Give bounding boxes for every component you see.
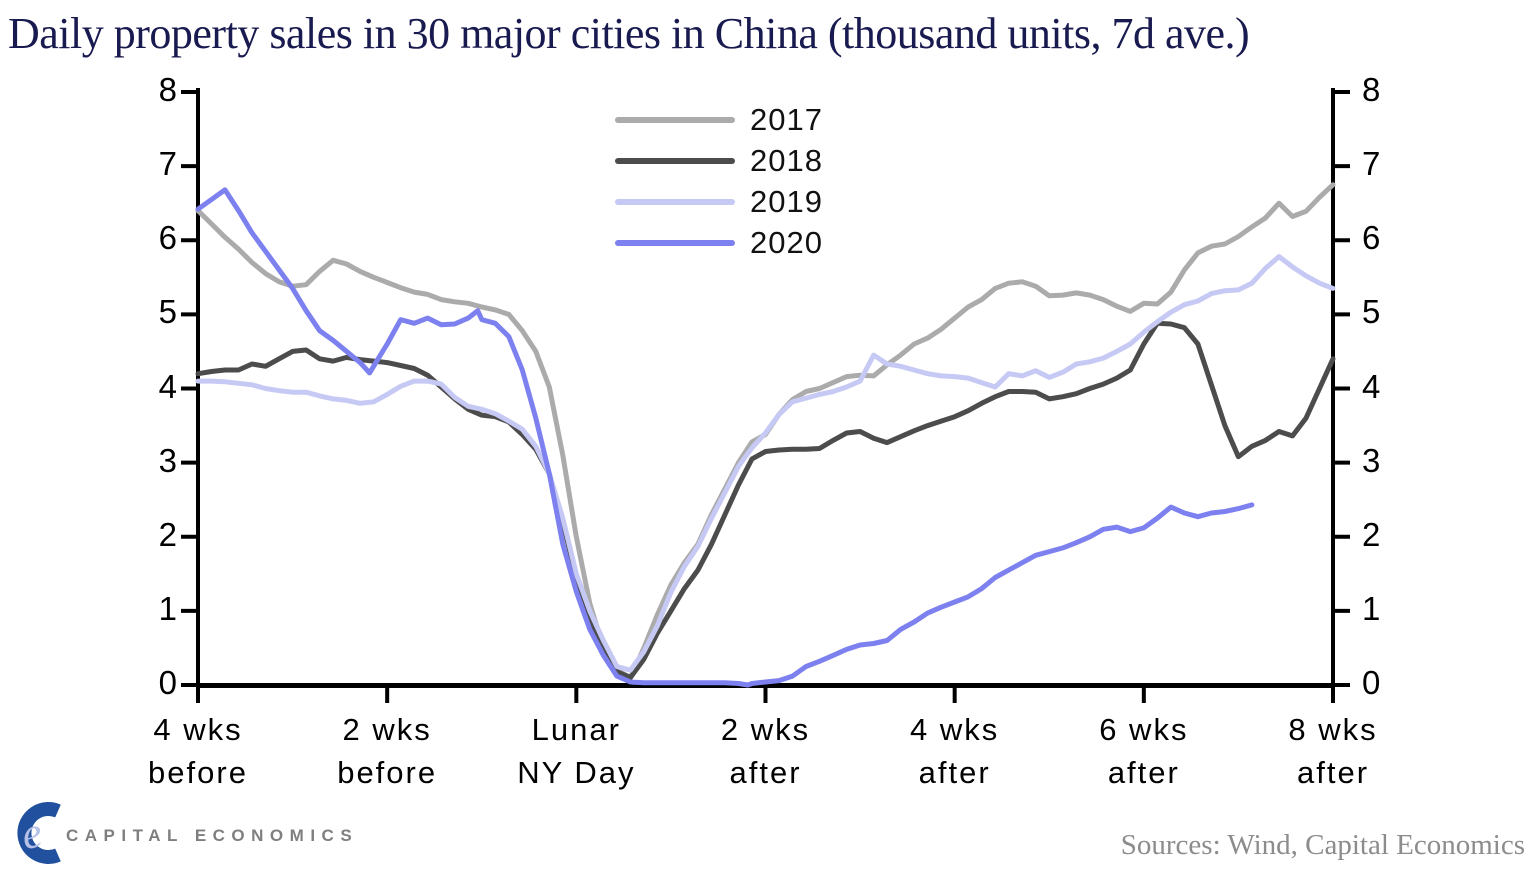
series-line-2018 [195, 320, 1336, 681]
x-tick-label: 2 wks before [297, 708, 477, 794]
legend-label-2017: 2017 [750, 101, 823, 137]
x-tick-label-line: Lunar [531, 712, 621, 747]
x-tick-label-line: 6 wks [1099, 712, 1189, 747]
y-tick-left [181, 238, 196, 243]
x-tick-label-line: 4 wks [910, 712, 1000, 747]
y-tick-left [181, 683, 196, 687]
y-tick-right [1335, 238, 1350, 243]
x-tick-label-line: before [148, 755, 248, 790]
y-tick-label-right: 4 [1362, 367, 1381, 405]
x-tick [1141, 688, 1146, 703]
x-tick-label-line: 4 wks [153, 712, 243, 747]
x-tick [385, 688, 390, 703]
y-tick-left [181, 608, 196, 613]
y-tick-label-right: 1 [1362, 589, 1381, 627]
x-tick-label: 4 wks after [865, 708, 1045, 794]
y-tick-label-left: 5 [158, 293, 177, 331]
y-tick-right [1335, 608, 1350, 613]
y-tick-label-left: 8 [158, 71, 177, 108]
series-line-2020 [195, 187, 1255, 688]
x-tick-label: 6 wks after [1054, 708, 1234, 794]
legend-swatch-2020 [615, 239, 735, 246]
legend-swatch-2018 [615, 157, 735, 164]
x-tick [196, 688, 200, 703]
y-tick-right [1335, 312, 1350, 317]
y-tick-label-left: 7 [158, 145, 177, 183]
x-tick-label-line: before [337, 755, 438, 790]
x-axis [196, 683, 1335, 688]
y-tick-label-right: 8 [1362, 71, 1381, 108]
y-tick-right [1335, 683, 1350, 687]
legend-item-2019: 2019 [615, 181, 823, 222]
x-tick [763, 688, 768, 703]
y-tick-label-left: 0 [158, 664, 177, 701]
y-tick-left [181, 460, 196, 465]
logo-wordmark: CAPITAL ECONOMICS [66, 826, 359, 845]
y-tick-right [1335, 460, 1350, 465]
y-tick-label-left: 4 [158, 367, 177, 405]
y-tick-left [181, 534, 196, 539]
y-tick-left [181, 312, 196, 317]
x-tick [952, 688, 957, 703]
y-tick-left [181, 386, 196, 391]
x-tick-label: 4 wks before [108, 708, 288, 794]
y-tick-label-left: 3 [158, 441, 177, 479]
y-tick-right [1335, 164, 1350, 169]
series-line-2019 [195, 254, 1336, 673]
y-tick-right [1335, 90, 1350, 94]
x-tick-label-line: NY Day [517, 755, 636, 790]
y-tick-label-right: 3 [1362, 441, 1381, 479]
legend-swatch-2017 [615, 116, 735, 123]
x-tick-label-line: 8 wks [1288, 712, 1378, 747]
x-tick-label-line: after [1107, 755, 1180, 790]
logo-c-shape [17, 802, 61, 864]
legend-label-2020: 2020 [750, 224, 823, 260]
legend-item-2018: 2018 [615, 140, 823, 181]
x-tick-label: 8 wks after [1243, 708, 1423, 794]
y-tick-left [181, 164, 196, 169]
legend-label-2019: 2019 [750, 183, 823, 219]
page-title: Daily property sales in 30 major cities … [8, 9, 1250, 58]
legend-item-2017: 2017 [615, 99, 823, 140]
y-tick-right [1335, 534, 1350, 539]
chart-legend: 2017 2018 2019 2020 [615, 99, 823, 263]
y-tick-left [181, 90, 196, 94]
x-tick-label-line: after [729, 755, 802, 790]
x-tick [574, 688, 579, 703]
capital-economics-logo: e [17, 802, 61, 864]
x-tick-label: 2 wks after [676, 708, 856, 794]
sources-note: Sources: Wind, Capital Economics [1120, 829, 1525, 861]
legend-swatch-2019 [615, 198, 735, 205]
x-tick-label-line: after [918, 755, 991, 790]
x-tick [1331, 688, 1335, 703]
y-tick-label-right: 6 [1362, 219, 1381, 257]
y-tick-label-right: 7 [1362, 145, 1381, 183]
y-tick-label-left: 1 [158, 589, 177, 627]
y-tick-label-left: 2 [158, 515, 177, 553]
legend-label-2018: 2018 [750, 142, 823, 178]
x-tick-label-line: 2 wks [720, 712, 811, 747]
y-tick-label-right: 5 [1362, 293, 1381, 331]
x-tick-label-line: after [1296, 755, 1370, 790]
y-tick-label-left: 6 [158, 219, 177, 257]
y-axis-right [1331, 88, 1335, 691]
y-tick-label-right: 0 [1362, 664, 1381, 701]
legend-item-2020: 2020 [615, 222, 823, 263]
y-axis-left [196, 88, 200, 691]
y-tick-right [1335, 386, 1350, 391]
x-tick-label: Lunar NY Day [486, 708, 666, 794]
x-tick-label-line: 2 wks [342, 712, 432, 747]
y-tick-label-right: 2 [1362, 515, 1381, 553]
